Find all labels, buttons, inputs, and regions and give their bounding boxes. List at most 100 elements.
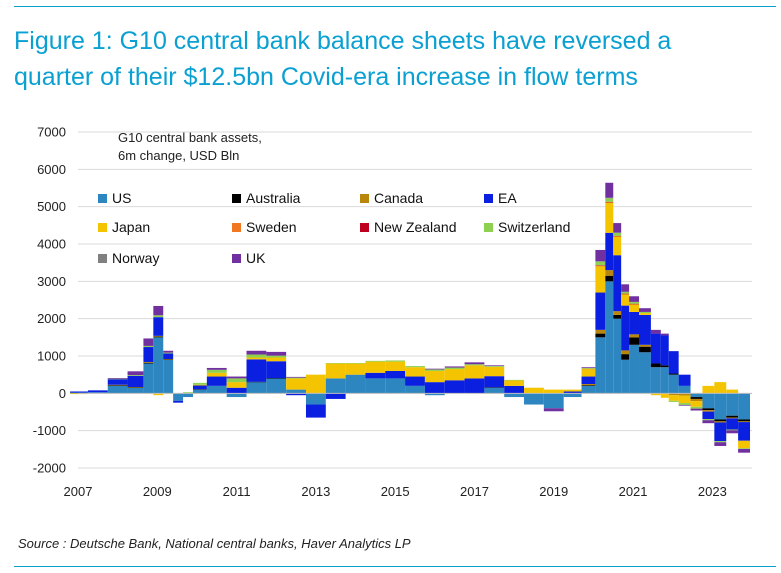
y-tick-label: 5000 <box>37 199 66 214</box>
bar-segment <box>629 296 639 302</box>
bar-segment <box>595 265 606 266</box>
bar-segment <box>738 448 751 453</box>
bar-segment <box>286 393 306 396</box>
bar-segment <box>246 350 267 355</box>
bar-segment <box>405 367 425 377</box>
bar-segment <box>581 369 596 377</box>
bar-segment <box>206 369 227 373</box>
bar-segment <box>385 378 406 394</box>
bar-segment <box>127 387 144 394</box>
top-rule <box>14 6 776 7</box>
bar-segment <box>107 385 128 386</box>
bar-segment <box>266 378 287 394</box>
legend-label: Switzerland <box>498 219 570 235</box>
bar-segment <box>639 344 651 347</box>
bar-segment <box>660 394 669 398</box>
bar-segment <box>246 382 267 394</box>
bar-segment <box>305 404 326 418</box>
legend-label: Norway <box>112 250 159 266</box>
legend-label: Sweden <box>246 219 297 235</box>
bar-segment <box>226 376 247 379</box>
bar-segment <box>424 369 445 371</box>
bar-segment <box>365 378 386 394</box>
bar-segment <box>668 400 679 402</box>
bar-segment <box>613 223 622 233</box>
bar-segment <box>690 393 703 398</box>
bar-segment <box>405 376 425 386</box>
bar-segment <box>325 393 346 399</box>
x-tick-label: 2015 <box>381 484 410 499</box>
bar-segment <box>484 387 505 388</box>
bar-segment <box>639 313 651 315</box>
bar-segment <box>629 334 639 338</box>
bar-segment <box>668 393 679 396</box>
bar-segment <box>143 362 154 364</box>
bar-segment <box>87 390 108 393</box>
bar-segment <box>163 353 174 359</box>
figure-title-line-2: quarter of their $12.5bn Covid-era incre… <box>14 63 638 91</box>
bar-segment <box>543 389 564 394</box>
bar-segment <box>405 366 425 368</box>
bar-segment <box>702 410 715 412</box>
bar-segment <box>206 385 227 394</box>
bar-segment <box>678 395 691 404</box>
bar-segment <box>690 397 703 399</box>
bar-segment <box>163 359 174 360</box>
bar-segment <box>650 363 661 368</box>
bar-segment <box>605 198 614 202</box>
bar-segment <box>153 315 164 318</box>
bar-segment <box>206 376 227 386</box>
bar-segment <box>714 422 727 442</box>
bar-segment <box>668 373 679 375</box>
bar-segment <box>639 314 651 345</box>
bar-segment <box>621 359 630 394</box>
bar-segment <box>629 301 639 304</box>
annotation-line: 6m change, USD Bln <box>118 148 239 163</box>
bar-segment <box>163 358 174 360</box>
bar-segment <box>702 411 715 420</box>
bar-segment <box>153 317 164 336</box>
bar-segment <box>629 344 639 394</box>
bar-segment <box>629 337 639 345</box>
bar-segment <box>639 352 651 394</box>
bar-segment <box>595 266 606 293</box>
bar-segment <box>702 419 715 421</box>
bar-segment <box>246 357 267 360</box>
bar-segment <box>484 387 505 394</box>
bar-segment <box>192 385 207 390</box>
bar-segment <box>163 352 174 354</box>
bar-segment <box>424 370 445 383</box>
bar-segment <box>714 393 727 420</box>
bar-segment <box>524 393 544 405</box>
chart-annotation: G10 central bank assets, 6m change, USD B… <box>118 130 262 163</box>
bar-segment <box>605 197 614 199</box>
bar-segment <box>581 385 596 386</box>
bar-segment <box>690 401 703 407</box>
bar-segment <box>246 381 267 383</box>
bar-segment <box>678 385 691 394</box>
bar-segment <box>365 360 386 362</box>
bar-segment <box>192 384 207 386</box>
bar-segment <box>464 378 485 394</box>
bar-segment <box>605 182 614 198</box>
bar-segment <box>581 367 596 368</box>
bar-segment <box>714 382 727 394</box>
bar-segment <box>629 304 639 305</box>
bar-segment <box>621 354 630 360</box>
bar-segment <box>286 389 306 394</box>
bar-segment <box>650 333 661 364</box>
legend-swatch <box>484 194 493 203</box>
bar-segment <box>246 359 267 382</box>
bar-segment <box>127 375 144 376</box>
bar-segment <box>702 393 715 409</box>
legend-label: UK <box>246 250 266 266</box>
bar-segment <box>650 329 661 334</box>
bar-segment <box>107 378 128 379</box>
y-tick-label: 6000 <box>37 162 66 177</box>
bar-segment <box>345 374 366 394</box>
bar-segment <box>668 395 679 401</box>
bar-segment <box>107 384 128 386</box>
bar-segment <box>246 354 267 358</box>
bar-segment <box>595 329 606 334</box>
annotation-line: G10 central bank assets, <box>118 130 262 145</box>
